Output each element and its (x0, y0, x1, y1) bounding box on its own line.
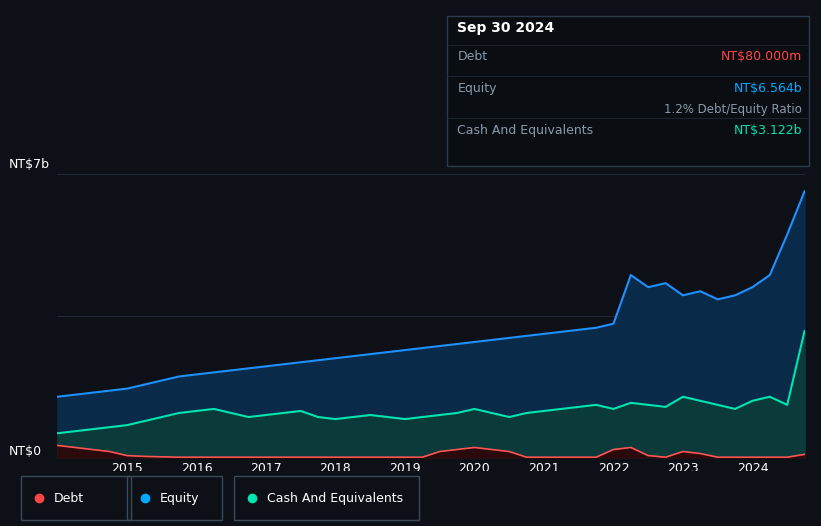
Text: Debt: Debt (457, 50, 488, 63)
Text: Equity: Equity (160, 492, 200, 505)
Text: 1.2% Debt/Equity Ratio: 1.2% Debt/Equity Ratio (664, 103, 802, 116)
Bar (234, 477, 419, 521)
Text: Debt: Debt (53, 492, 84, 505)
Text: NT$80.000m: NT$80.000m (721, 50, 802, 63)
Text: Equity: Equity (457, 82, 497, 95)
Bar (127, 477, 222, 521)
Text: NT$0: NT$0 (9, 444, 42, 458)
Text: NT$3.122b: NT$3.122b (734, 124, 802, 137)
Text: NT$7b: NT$7b (9, 158, 50, 171)
Text: Sep 30 2024: Sep 30 2024 (457, 21, 554, 35)
Text: Cash And Equivalents: Cash And Equivalents (457, 124, 594, 137)
Text: NT$6.564b: NT$6.564b (733, 82, 802, 95)
Bar (21, 477, 131, 521)
Text: Cash And Equivalents: Cash And Equivalents (267, 492, 403, 505)
